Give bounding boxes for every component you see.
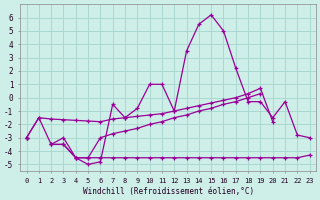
- X-axis label: Windchill (Refroidissement éolien,°C): Windchill (Refroidissement éolien,°C): [83, 187, 254, 196]
